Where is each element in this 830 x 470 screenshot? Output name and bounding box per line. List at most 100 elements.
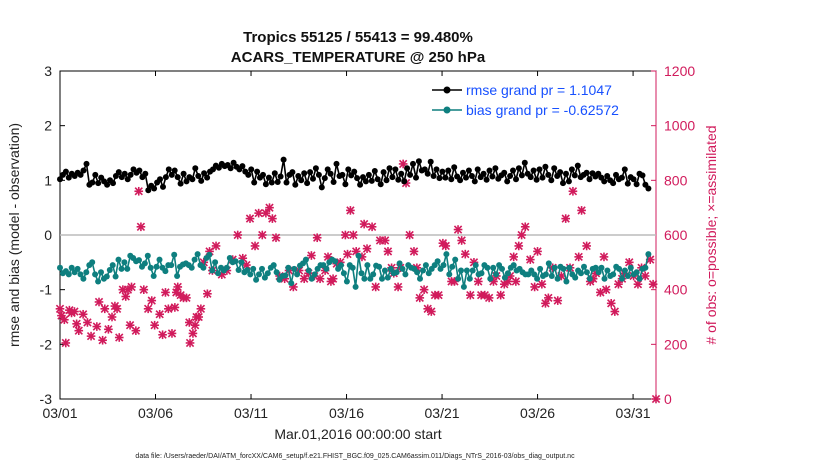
obs-marker bbox=[161, 288, 170, 297]
rmse-series-point bbox=[624, 180, 631, 187]
rmse-series-point bbox=[486, 167, 493, 174]
obs-marker bbox=[158, 330, 167, 340]
x-tick-label: 03/06 bbox=[138, 405, 173, 421]
obs-marker bbox=[265, 203, 274, 212]
bias-series-point bbox=[264, 270, 271, 277]
bias-series-point bbox=[259, 265, 265, 272]
bias-series-point bbox=[504, 270, 511, 277]
x-tick-label: 03/16 bbox=[329, 405, 364, 421]
rmse-series-point bbox=[515, 165, 522, 172]
bias-series-point bbox=[235, 267, 242, 273]
rmse-series-point bbox=[142, 170, 149, 177]
bias-series-point bbox=[499, 265, 505, 272]
obs-marker bbox=[125, 320, 135, 330]
obs-marker bbox=[155, 309, 165, 319]
bias-series-point bbox=[302, 256, 309, 263]
rmse-series-point bbox=[289, 169, 296, 176]
bias-series-point bbox=[174, 273, 181, 279]
obs-marker bbox=[134, 186, 144, 196]
rmse-series-point bbox=[357, 181, 364, 188]
obs-marker bbox=[640, 271, 650, 281]
bias-series-point bbox=[200, 264, 207, 271]
bias-series-point bbox=[364, 262, 371, 269]
bias-series-point bbox=[425, 270, 432, 277]
obs-marker bbox=[211, 241, 221, 251]
rmse-series-point bbox=[407, 171, 414, 178]
rmse-series-point bbox=[301, 170, 308, 177]
bias-series-point bbox=[206, 251, 213, 258]
rmse-series-point bbox=[392, 166, 399, 173]
bias-series-point bbox=[118, 265, 125, 272]
rmse-series-point bbox=[351, 168, 358, 175]
bias-series-point bbox=[89, 259, 96, 266]
rmse-series-point bbox=[410, 160, 416, 167]
bias-series-point bbox=[554, 275, 561, 282]
rmse-series-point bbox=[471, 178, 478, 185]
obs-marker bbox=[61, 338, 71, 348]
legend-bias-marker bbox=[443, 106, 451, 114]
rmse-series-point bbox=[480, 170, 487, 177]
rmse-series-point bbox=[530, 167, 537, 174]
bias-series-point bbox=[355, 252, 362, 259]
bias-series-point bbox=[548, 273, 555, 279]
obs-marker bbox=[648, 279, 658, 289]
bias-series-point bbox=[563, 278, 570, 285]
bias-series-point bbox=[417, 275, 423, 282]
rmse-series-point bbox=[251, 179, 258, 186]
obs-marker bbox=[480, 290, 490, 300]
rmse-series-point bbox=[536, 166, 543, 173]
rmse-series-point bbox=[280, 156, 287, 163]
bias-series-point bbox=[349, 264, 356, 271]
obs-marker bbox=[299, 274, 309, 284]
rmse-series-point bbox=[413, 174, 419, 181]
obs-marker bbox=[341, 230, 350, 240]
rmse-series-point bbox=[136, 167, 143, 174]
bias-series-point bbox=[560, 265, 567, 272]
rmse-series-point bbox=[474, 166, 481, 173]
bias-series-point bbox=[440, 262, 447, 269]
obs-marker bbox=[457, 236, 466, 245]
bias-series-point bbox=[402, 271, 409, 278]
bias-series-point bbox=[493, 271, 500, 278]
rmse-series-point bbox=[468, 173, 475, 179]
rmse-series-point bbox=[292, 181, 299, 188]
bias-series-point bbox=[232, 258, 239, 265]
rmse-series-point bbox=[386, 165, 393, 172]
bias-series-point bbox=[633, 269, 640, 276]
bias-series-point bbox=[83, 269, 90, 276]
obs-marker bbox=[533, 247, 542, 256]
obs-marker bbox=[346, 206, 355, 215]
bias-series-point bbox=[338, 262, 344, 269]
rmse-series-point bbox=[527, 174, 534, 181]
y-tick-label: 1 bbox=[44, 172, 52, 188]
obs-marker bbox=[55, 304, 65, 314]
obs-marker bbox=[190, 320, 200, 330]
x-tick-label: 03/01 bbox=[42, 405, 77, 421]
rmse-series-point bbox=[404, 165, 411, 172]
rmse-series-point bbox=[312, 165, 319, 172]
bias-series-point bbox=[115, 256, 122, 263]
obs-marker bbox=[72, 319, 81, 329]
obs-marker bbox=[371, 282, 381, 292]
obs-marker bbox=[367, 222, 377, 232]
rmse-series-point bbox=[171, 167, 178, 174]
legend-rmse-label: rmse grand pr = 1.1047 bbox=[466, 82, 612, 98]
rmse-series-point bbox=[365, 171, 372, 178]
bias-series-point bbox=[534, 275, 541, 282]
y-tick-label: 0 bbox=[44, 227, 52, 243]
x-tick-label: 03/31 bbox=[616, 405, 651, 421]
bias-series-point bbox=[247, 271, 254, 278]
rmse-series-point bbox=[330, 179, 337, 185]
obs-marker bbox=[143, 304, 153, 314]
bias-series-point bbox=[112, 273, 119, 280]
rmse-series-point bbox=[180, 170, 187, 177]
rmse-series-point bbox=[145, 187, 152, 194]
obs-marker bbox=[606, 299, 616, 308]
bias-series-point bbox=[601, 275, 608, 282]
obs-marker bbox=[380, 236, 390, 245]
rmse-series-point bbox=[442, 174, 449, 181]
bias-series-point bbox=[490, 264, 497, 271]
obs-marker bbox=[525, 255, 535, 264]
rmse-series-point bbox=[371, 168, 378, 174]
bias-series-point bbox=[238, 259, 245, 266]
